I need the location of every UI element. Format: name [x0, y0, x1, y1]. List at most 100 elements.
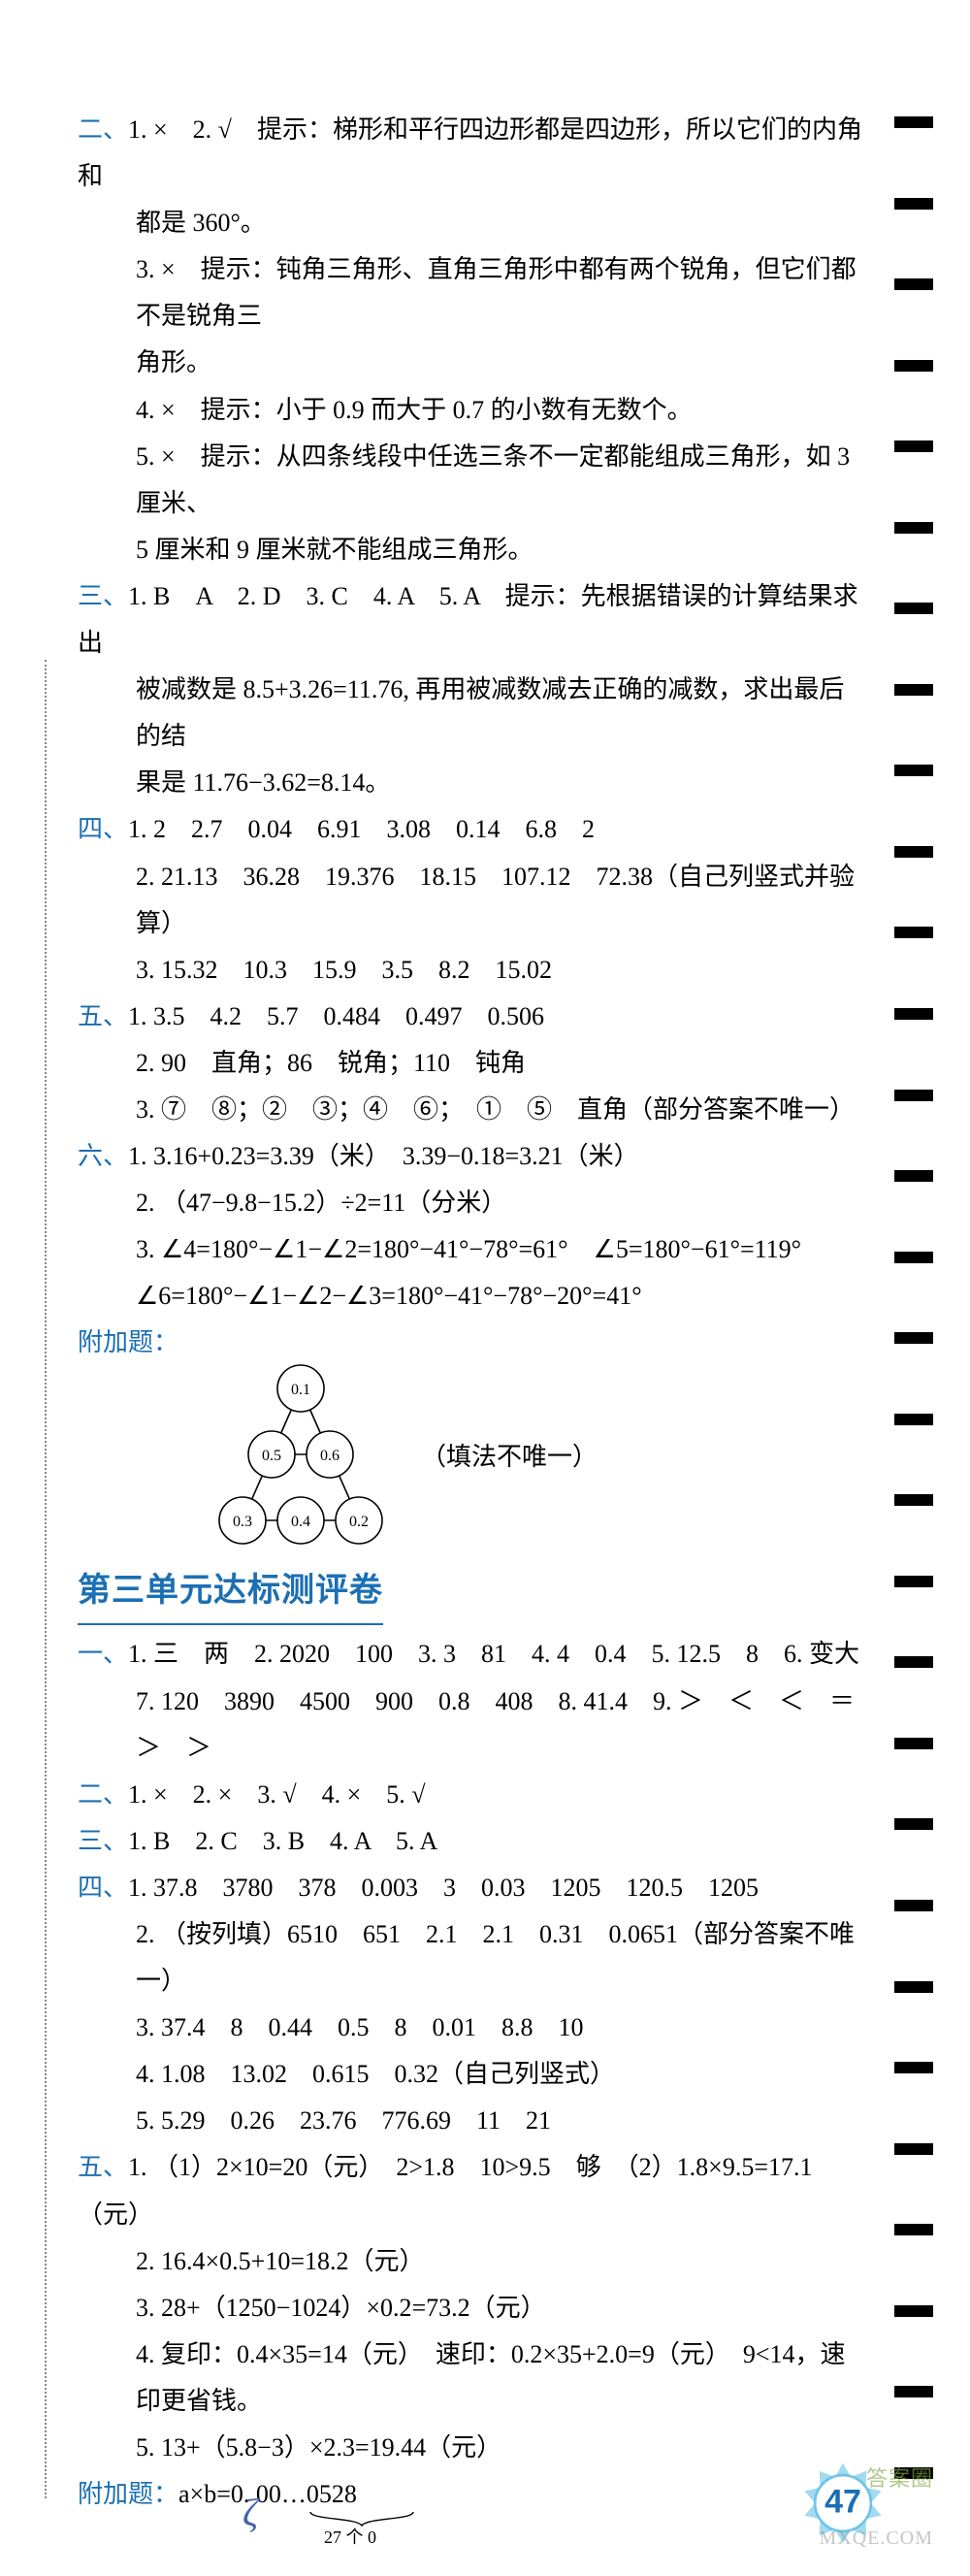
sec-4-line-2: 2. 21.13 36.28 19.376 18.15 107.12 72.38… — [78, 854, 863, 947]
tick — [894, 1494, 933, 1506]
t: 1. 3.16+0.23=3.39（米） 3.39−0.18=3.21（米） — [128, 1142, 639, 1170]
sec-3-line-3: 果是 11.76−3.62=8.14。 — [78, 760, 863, 806]
u3-5-line-5: 5. 13+（5.8−3）×2.3=19.44（元） — [78, 2425, 863, 2471]
u3-4-line-5: 5. 5.29 0.26 23.76 776.69 11 21 — [78, 2098, 863, 2144]
tick — [894, 603, 933, 614]
sec-2-line-1: 二、1. × 2. √ 提示：梯形和平行四边形都是四边形，所以它们的内角和 — [78, 107, 863, 200]
sec-3-line-1: 三、1. B A 2. D 3. C 4. A 5. A 提示：先根据错误的计算… — [78, 573, 863, 667]
tick — [894, 1252, 933, 1263]
sec-5-line-3: 3. ⑦ ⑧；② ③；④ ⑥； ① ⑤ 直角（部分答案不唯一） — [78, 1087, 863, 1133]
tick — [894, 684, 933, 696]
label-u3-one: 一、 — [78, 1640, 128, 1668]
triangle-diagram: 0.1 0.5 0.6 0.3 0.4 0.2 — [194, 1361, 407, 1555]
sec-3-line-2: 被减数是 8.5+3.26=11.76, 再用被减数减去正确的减数，求出最后的结 — [78, 667, 863, 760]
u3-4-line-1: 四、1. 37.8 3780 378 0.003 3 0.03 1205 120… — [78, 1865, 863, 1911]
tick — [894, 1738, 933, 1749]
tick — [894, 846, 933, 858]
sec-6-line-4: ∠6=180°−∠1−∠2−∠3=180°−41°−78°−20°=41° — [78, 1273, 863, 1320]
sec-6-line-1: 六、1. 3.16+0.23=3.39（米） 3.39−0.18=3.21（米） — [78, 1133, 863, 1180]
label-u3-five: 五、 — [78, 2153, 128, 2181]
sec-2-line-7: 5 厘米和 9 厘米就不能组成三角形。 — [78, 527, 863, 573]
t: 1. B 2. C 3. B 4. A 5. A — [128, 1827, 437, 1855]
bonus2-annot: 27 个 0 — [324, 2522, 376, 2554]
tick — [894, 2224, 933, 2235]
sec-6-line-3: 3. ∠4=180°−∠1−∠2=180°−41°−78°=61° ∠5=180… — [78, 1226, 863, 1273]
label-five: 五、 — [78, 1002, 128, 1030]
page: 二、1. × 2. √ 提示：梯形和平行四边形都是四边形，所以它们的内角和 都是… — [0, 0, 970, 2576]
u3-4-line-4: 4. 1.08 13.02 0.615 0.32（自己列竖式） — [78, 2051, 863, 2098]
tick — [894, 116, 933, 128]
svg-text:0.3: 0.3 — [233, 1514, 252, 1530]
svg-text:0.2: 0.2 — [349, 1514, 369, 1530]
sec-2-line-2: 都是 360°。 — [78, 200, 863, 246]
heading-text: 第三单元达标测评卷 — [78, 1561, 383, 1626]
svg-text:0.1: 0.1 — [291, 1382, 310, 1398]
label-u3-three: 三、 — [78, 1827, 128, 1855]
perforation-ticks — [894, 116, 933, 2479]
sec-2-line-3: 3. × 提示：钝角三角形、直角三角形中都有两个锐角，但它们都不是锐角三 — [78, 246, 863, 340]
tick — [894, 2062, 933, 2073]
u3-1-line-1: 一、1. 三 两 2. 2020 100 3. 3 81 4. 4 0.4 5.… — [78, 1631, 863, 1678]
sec-5-line-2: 2. 90 直角；86 锐角；110 钝角 — [78, 1040, 863, 1087]
bonus2-line: 附加题：a×b=0. 00…0528 27 个 0 — [78, 2471, 863, 2518]
sec-2-line-5: 4. × 提示：小于 0.9 而大于 0.7 的小数有无数个。 — [78, 387, 863, 434]
label-bonus2: 附加题： — [78, 2480, 178, 2508]
tick — [894, 1332, 933, 1344]
u3-4-line-3: 3. 37.4 8 0.44 0.5 8 0.01 8.8 10 — [78, 2005, 863, 2051]
svg-text:0.5: 0.5 — [262, 1448, 281, 1464]
sec-4-line-1: 四、1. 2 2.7 0.04 6.91 3.08 0.14 6.8 2 — [78, 806, 863, 853]
tick — [894, 440, 933, 452]
bonus1-triangle-wrap: 0.1 0.5 0.6 0.3 0.4 0.2 （填法不唯一） — [78, 1361, 863, 1555]
tick — [894, 1414, 933, 1425]
u3-5-line-2: 2. 16.4×0.5+10=18.2（元） — [78, 2238, 863, 2285]
t: 1. 2 2.7 0.04 6.91 3.08 0.14 6.8 2 — [128, 815, 595, 843]
bonus1-caption: （填法不唯一） — [421, 1434, 598, 1481]
t: 1. 3.5 4.2 5.7 0.484 0.497 0.506 — [128, 1002, 544, 1030]
t: 1. （1）2×10=20（元） 2>1.8 10>9.5 够 （2）1.8×9… — [78, 2153, 813, 2228]
tick — [894, 360, 933, 372]
tick — [894, 2386, 933, 2397]
bonus2-text: a×b=0. 00…0528 — [178, 2480, 357, 2508]
svg-text:0.4: 0.4 — [291, 1514, 310, 1530]
hand-scribble: ζ — [242, 2477, 258, 2549]
sec-6-line-2: 2. （47−9.8−15.2）÷2=11（分米） — [78, 1180, 863, 1226]
u3-3-line-1: 三、1. B 2. C 3. B 4. A 5. A — [78, 1818, 863, 1865]
t: 1. B A 2. D 3. C 4. A 5. A 提示：先根据错误的计算结果… — [78, 582, 858, 657]
label-three: 三、 — [78, 582, 128, 610]
tick — [894, 522, 933, 534]
tick — [894, 198, 933, 210]
sec-4-line-3: 3. 15.32 10.3 15.9 3.5 8.2 15.02 — [78, 947, 863, 994]
unit3-heading: 第三单元达标测评卷 — [78, 1555, 863, 1632]
tick — [894, 1900, 933, 1911]
u3-2-line-1: 二、1. × 2. × 3. √ 4. × 5. √ — [78, 1772, 863, 1818]
label-bonus1: 附加题： — [78, 1328, 178, 1356]
label-two: 二、 — [78, 115, 128, 144]
watermark-green: 答案圈 — [866, 2460, 933, 2499]
tick — [894, 765, 933, 776]
t: 1. 三 两 2. 2020 100 3. 3 81 4. 4 0.4 5. 1… — [128, 1640, 859, 1668]
u3-4-line-2: 2. （按列填）6510 651 2.1 2.1 0.31 0.0651（部分答… — [78, 1911, 863, 2005]
label-u3-two: 二、 — [78, 1780, 128, 1809]
tick — [894, 1656, 933, 1668]
tick — [894, 1981, 933, 1993]
u3-5-line-3: 3. 28+（1250−1024）×0.2=73.2（元） — [78, 2285, 863, 2331]
tick — [894, 1576, 933, 1587]
svg-text:0.6: 0.6 — [320, 1448, 340, 1464]
tick — [894, 1090, 933, 1101]
label-u3-four: 四、 — [78, 1874, 128, 1902]
tick — [894, 2143, 933, 2155]
u3-1-line-2: 7. 120 3890 4500 900 0.8 408 8. 41.4 9. … — [78, 1679, 863, 1772]
u3-5-line-1: 五、1. （1）2×10=20（元） 2>1.8 10>9.5 够 （2）1.8… — [78, 2144, 863, 2237]
tick — [894, 1818, 933, 1830]
label-four: 四、 — [78, 815, 128, 843]
dotted-fold-line — [45, 660, 47, 2498]
sec-2-line-6: 5. × 提示：从四条线段中任选三条不一定都能组成三角形，如 3 厘米、 — [78, 434, 863, 527]
watermark-grey: MXQE.COM — [820, 2521, 933, 2557]
sec-5-line-1: 五、1. 3.5 4.2 5.7 0.484 0.497 0.506 — [78, 994, 863, 1040]
tick — [894, 278, 933, 290]
tick — [894, 1008, 933, 1020]
bonus1-label: 附加题： — [78, 1320, 863, 1366]
t: 1. 37.8 3780 378 0.003 3 0.03 1205 120.5… — [128, 1874, 759, 1902]
u3-5-line-4: 4. 复印：0.4×35=14（元） 速印：0.2×35+2.0=9（元） 9<… — [78, 2331, 863, 2425]
tick — [894, 1170, 933, 1182]
